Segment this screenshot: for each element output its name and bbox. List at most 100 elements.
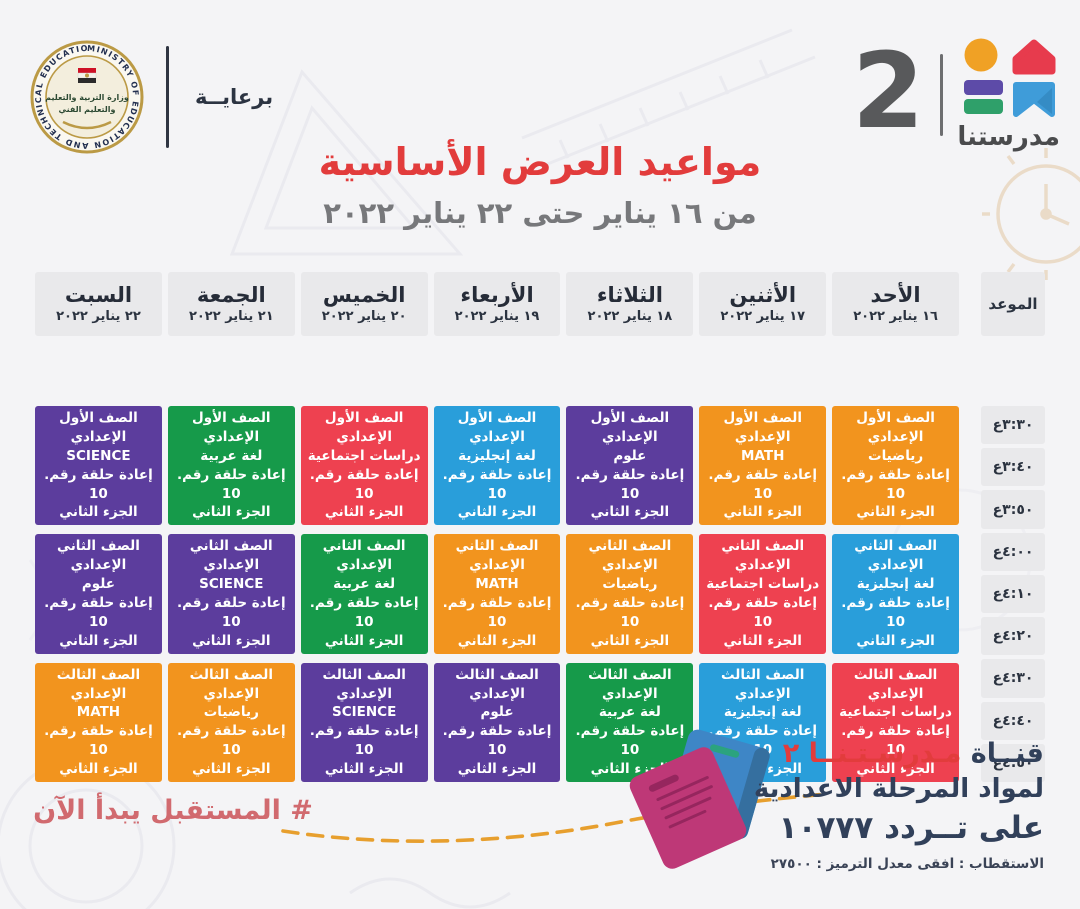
clock-doodle-icon bbox=[982, 148, 1080, 280]
subject-cell: الصف الثاني الإعدادي لغة عربية إعادة حلقة … bbox=[300, 534, 428, 654]
cell-part: الجزء الثاني bbox=[192, 504, 271, 521]
cell-subject: علوم bbox=[81, 576, 115, 593]
egypt-flag-icon bbox=[77, 68, 97, 83]
cell-repeat: إعادة حلقة رقم. 10 bbox=[442, 466, 552, 502]
cell-grade: الصف الثاني الإعدادي bbox=[57, 538, 140, 574]
ministry-block: MINISTRY OF EDUCATION AND TECHNICAL EDUC… bbox=[28, 38, 273, 156]
time-cell: ٣:٤٠ع bbox=[981, 448, 1045, 487]
subject-cell: الصف الثاني الإعدادي MATH إعادة حلقة رقم. … bbox=[433, 534, 561, 654]
cell-part: الجزء الثاني bbox=[723, 632, 802, 649]
day-date: ١٩ يناير ٢٠٢٢ bbox=[454, 308, 540, 324]
subject-cell: الصف الأول الإعدادي علوم إعادة حلقة رقم. 1… bbox=[566, 406, 694, 526]
subject-cell: الصف الثالث الإعدادي لغة عربية إعادة حلقة … bbox=[566, 662, 694, 783]
cell-subject: رياضيات bbox=[602, 576, 658, 593]
brand-divider bbox=[940, 54, 944, 136]
cell-grade: الصف الثالث الإعدادي bbox=[455, 666, 539, 702]
day-name: الأحد bbox=[870, 282, 921, 307]
cell-repeat: إعادة حلقة رقم. 10 bbox=[442, 595, 552, 630]
footer-tech-line: الاستقطاب : افقى معدل الترميز : ٢٧٥٠٠ bbox=[770, 856, 1044, 873]
brand-circle-icon bbox=[964, 38, 998, 72]
day-date: ١٨ يناير ٢٠٢٢ bbox=[587, 308, 673, 324]
cell-subject: دراسات اجتماعية bbox=[706, 576, 820, 593]
cell-part: الجزء الثاني bbox=[59, 504, 138, 521]
cell-subject: علوم bbox=[613, 447, 647, 464]
cell-part: الجزء الثاني bbox=[590, 632, 670, 649]
time-cell: ٤:٤٠ع bbox=[981, 701, 1045, 740]
channel-name-red: مـدرسـتـنــا ٢ bbox=[782, 738, 962, 769]
footer-frequency-line: على تــردد ١٠٧٧٧ bbox=[778, 809, 1044, 846]
day-name: الجمعة bbox=[196, 282, 266, 307]
time-cell: ٣:٣٠ع bbox=[981, 406, 1045, 445]
time-cell: ٤:١٠ع bbox=[981, 574, 1045, 614]
day-name: السبت bbox=[64, 282, 133, 307]
cell-grade: الصف الأول الإعدادي bbox=[324, 410, 404, 445]
cell-subject: SCIENCE bbox=[199, 576, 264, 593]
channel-number: 2 bbox=[851, 30, 925, 152]
ruler-doodle-icon bbox=[521, 28, 816, 167]
subject-cell: الصف الثاني الإعدادي رياضيات إعادة حلقة رق… bbox=[566, 534, 694, 654]
subject-cell: الصف الثالث الإعدادي SCIENCE إعادة حلقة رق… bbox=[300, 662, 428, 783]
cell-grade: الصف الثاني الإعدادي bbox=[455, 538, 539, 574]
cell-repeat: إعادة حلقة رقم. 10 bbox=[44, 466, 153, 502]
cell-repeat: إعادة حلقة رقم. 10 bbox=[708, 466, 818, 502]
day-header-cell: الأثنين ١٧ يناير ٢٠٢٢ bbox=[699, 272, 827, 336]
time-column: ٣:٣٠ع ٣:٤٠ع ٣:٥٠ع ٤:٠٠ع ٤:١٠ع ٤:٢٠ع ٤:٣٠ع ٤:٤٠ع… bbox=[981, 406, 1045, 782]
day-name: الخميس bbox=[322, 282, 406, 307]
subject-cell: الصف الثالث الإعدادي رياضيات إعادة حلقة رق… bbox=[167, 662, 295, 783]
cell-grade: الصف الأول الإعدادي bbox=[856, 410, 935, 445]
day-name: الأثنين bbox=[729, 282, 797, 307]
cell-part: الجزء الثاني bbox=[324, 504, 404, 521]
cell-repeat: إعادة حلقة رقم. 10 bbox=[44, 595, 153, 630]
day-header-cell: الأحد ١٦ يناير ٢٠٢٢ bbox=[832, 272, 959, 336]
subject-cell: الصف الأول الإعدادي رياضيات إعادة حلقة رقم… bbox=[832, 406, 959, 526]
footer-info: قنــاة مـدرسـتـنــا ٢ لمواد المرحلة الاع… bbox=[704, 736, 1044, 872]
schedule-header: الموعد الأحد ١٦ يناير ٢٠٢٢ الأثنين ١٧ يناير… bbox=[35, 272, 1045, 336]
seal-arabic-line1: وزارة التربية والتعليم bbox=[45, 93, 129, 102]
cell-repeat: إعادة حلقة رقم. 10 bbox=[708, 595, 818, 630]
hashtag-label: # المستقبل يبدأ الآن bbox=[33, 795, 313, 826]
time-cell: ٤:٥٠ع bbox=[981, 743, 1045, 782]
cell-repeat: إعادة حلقة رقم. 10 bbox=[176, 466, 286, 502]
cell-grade: الصف الثالث الإعدادي bbox=[322, 666, 406, 702]
day-date: ٢٠ يناير ٢٠٢٢ bbox=[321, 308, 407, 324]
time-cell: ٤:٠٠ع bbox=[981, 532, 1045, 571]
cell-subject: لغة إنجليزية bbox=[856, 576, 935, 593]
cell-repeat: إعادة حلقة رقم. 10 bbox=[575, 723, 685, 759]
subject-cell: الصف الثاني الإعدادي علوم إعادة حلقة رقم. … bbox=[35, 534, 162, 654]
triangle-doodle-icon bbox=[229, 69, 464, 256]
subject-cell: الصف الأول الإعدادي لغة عربية إعادة حلقة ر… bbox=[167, 406, 295, 526]
cell-part: الجزء الثاني bbox=[856, 504, 935, 521]
subject-cell: الصف الثاني الإعدادي دراسات اجتماعية إعادة… bbox=[699, 534, 827, 654]
cell-grade: الصف الأول الإعدادي bbox=[723, 410, 802, 445]
cell-grade: الصف الثالث الإعدادي bbox=[853, 666, 938, 702]
cell-part: الجزء الثاني bbox=[324, 632, 404, 649]
day-name: الثلاثاء bbox=[596, 282, 663, 307]
cell-grade: الصف الثالث الإعدادي bbox=[56, 666, 141, 702]
cell-subject: لغة عربية bbox=[598, 704, 661, 721]
dashed-path-icon bbox=[281, 792, 829, 843]
cell-subject: لغة إنجليزية bbox=[458, 447, 536, 464]
cell-repeat: إعادة حلقة رقم. 10 bbox=[176, 595, 286, 630]
cell-repeat: إعادة حلقة رقم. 10 bbox=[44, 723, 153, 759]
day-date: ٢١ يناير ٢٠٢٢ bbox=[188, 308, 274, 324]
subject-cell: الصف الثالث الإعدادي MATH إعادة حلقة رقم. … bbox=[35, 662, 162, 783]
cell-repeat: إعادة حلقة رقم. 10 bbox=[309, 466, 419, 502]
cell-subject: MATH bbox=[475, 576, 519, 593]
cell-subject: رياضيات bbox=[868, 447, 924, 464]
day-date: ١٦ يناير ٢٠٢٢ bbox=[853, 308, 938, 324]
cell-subject: SCIENCE bbox=[66, 447, 131, 464]
brand-bar-purple-icon bbox=[963, 80, 1003, 95]
subject-cell: الصف الأول الإعدادي دراسات اجتماعية إعادة … bbox=[300, 406, 428, 526]
time-cell: ٤:٣٠ع bbox=[981, 659, 1045, 698]
channel-prefix: قنــاة bbox=[970, 738, 1044, 769]
time-cell: ٤:٢٠ع bbox=[981, 617, 1045, 656]
cell-subject: SCIENCE bbox=[331, 704, 397, 721]
cell-grade: الصف الأول الإعدادي bbox=[192, 410, 271, 445]
footer-art bbox=[281, 729, 829, 869]
cell-part: الجزء الثاني bbox=[856, 632, 935, 649]
cell-subject: دراسات اجتماعية bbox=[307, 447, 421, 464]
cell-repeat: إعادة حلقة رقم. 10 bbox=[841, 466, 950, 502]
cell-subject: علوم bbox=[480, 704, 514, 721]
seal-arabic-line2: والتعليم الفني bbox=[59, 105, 116, 114]
